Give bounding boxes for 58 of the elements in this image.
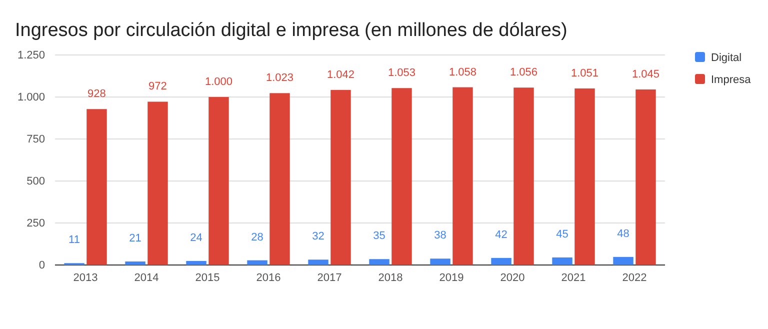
bar: [552, 257, 572, 265]
bar: [330, 90, 351, 265]
y-tick-label: 1.000: [17, 92, 45, 104]
bar: [86, 109, 107, 265]
data-label: 38: [434, 230, 446, 242]
data-label: 928: [88, 88, 106, 100]
x-tick-label: 2019: [439, 272, 464, 284]
legend-label: Digital: [711, 52, 742, 64]
data-label: 1.023: [266, 72, 294, 84]
bar: [308, 260, 328, 265]
x-tick-label: 2021: [561, 272, 586, 284]
data-label: 972: [148, 80, 167, 93]
data-label: 1.058: [448, 66, 476, 78]
x-tick-label: 2017: [317, 272, 342, 284]
bar: [186, 260, 206, 265]
data-label: 1.051: [570, 67, 598, 80]
data-label: 48: [617, 228, 630, 240]
bar: [392, 88, 412, 265]
bar: [491, 258, 512, 265]
data-label: 1.053: [388, 67, 416, 80]
y-tick-label: 250: [26, 218, 45, 230]
y-tick-label: 0: [38, 260, 45, 272]
data-label: 45: [556, 228, 568, 240]
data-label: 1.042: [326, 68, 354, 81]
bar: [369, 259, 390, 265]
data-label: 1.000: [204, 76, 232, 88]
data-label: 24: [190, 232, 202, 244]
data-label: 32: [312, 230, 324, 243]
x-tick-label: 2018: [378, 272, 403, 284]
data-label: 28: [251, 231, 264, 244]
bar: [430, 258, 450, 265]
bar: [574, 88, 595, 265]
data-label: 11: [68, 234, 80, 246]
x-tick-label: 2014: [134, 272, 159, 284]
y-tick-label: 1.250: [17, 50, 45, 62]
x-tick-label: 2015: [195, 272, 220, 284]
bar: [514, 88, 534, 265]
data-label: 1.056: [510, 66, 538, 79]
bar: [452, 87, 473, 265]
bar: [636, 89, 656, 265]
y-tick-label: 500: [26, 176, 45, 188]
bar: [125, 261, 146, 265]
bar: [208, 97, 229, 265]
data-label: 42: [495, 228, 508, 241]
x-tick-label: 2016: [256, 272, 281, 284]
x-tick-label: 2022: [622, 272, 647, 284]
bar: [270, 93, 290, 265]
data-label: 35: [373, 230, 386, 242]
data-label: 21: [129, 232, 142, 244]
bar: [247, 260, 268, 265]
data-label: 1.045: [632, 68, 660, 80]
bar: [613, 256, 634, 265]
y-tick-label: 750: [26, 134, 45, 146]
bar: [148, 102, 168, 265]
chart-title: Ingresos por circulación digital e impresa (en millones de dólares): [15, 20, 568, 41]
x-tick-label: 2013: [73, 272, 98, 284]
legend-label: Impresa: [711, 74, 752, 86]
x-tick-label: 2020: [500, 272, 525, 284]
